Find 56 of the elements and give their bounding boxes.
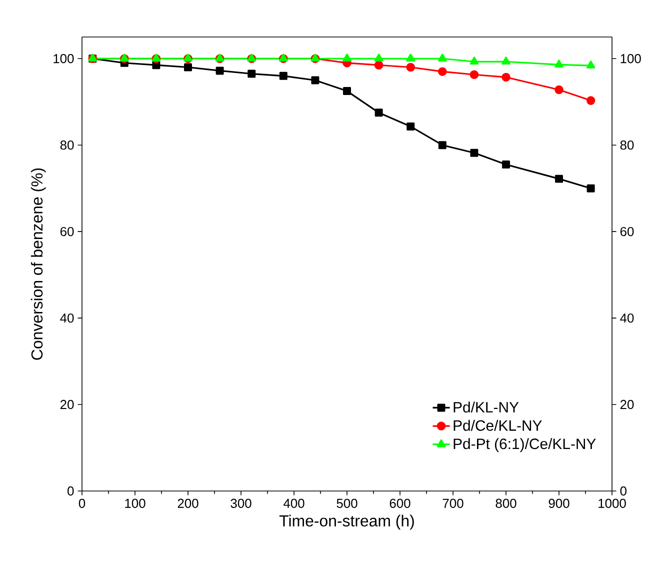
y2-tick-label: 60: [620, 226, 634, 236]
y-tick-label: 20: [60, 400, 74, 410]
point: [374, 60, 384, 70]
point: [343, 87, 351, 96]
point: [502, 56, 510, 65]
y-axis-title: Conversion of benzene (%): [30, 168, 46, 360]
point: [470, 148, 478, 157]
x-tick-label: 200: [178, 498, 198, 508]
y-tick-label: 100: [54, 54, 74, 64]
point: [406, 62, 415, 72]
point: [438, 141, 446, 150]
point: [374, 108, 383, 117]
x-tick-label: 300: [230, 498, 252, 508]
x-tick-label: 900: [548, 498, 570, 508]
point: [374, 54, 384, 62]
y2-tick-label: 40: [620, 313, 634, 323]
y-tick-label: 40: [60, 313, 74, 323]
point: [586, 184, 595, 192]
x-tick-label: 1000: [598, 498, 626, 508]
y2-tick-label: 20: [620, 400, 634, 410]
point: [586, 60, 596, 68]
point: [502, 72, 510, 82]
legend-label: Pd/Ce/KL-NY: [454, 420, 542, 431]
point: [438, 54, 447, 62]
x-tick-label: 100: [125, 498, 146, 508]
x-tick-label: 600: [390, 498, 410, 508]
x-tick-label: 500: [336, 498, 358, 508]
point: [554, 60, 564, 68]
y2-tick-label: 80: [620, 140, 634, 150]
point: [406, 122, 415, 130]
point: [470, 70, 479, 79]
point: [406, 54, 416, 62]
legend-label: Pd/KL-NY: [454, 402, 519, 413]
y-tick-label: 0: [68, 486, 74, 496]
point: [438, 67, 447, 76]
x-tick-label: 800: [496, 498, 516, 508]
x-tick-label: 0: [78, 498, 86, 508]
y2-tick-label: 0: [620, 486, 626, 496]
y-tick-label: 80: [60, 140, 74, 150]
point: [554, 85, 564, 94]
point: [279, 72, 288, 80]
point: [502, 160, 510, 169]
point: [311, 76, 320, 84]
point: [555, 174, 563, 183]
point: [216, 66, 224, 75]
legend-label: Pd-Pt (6:1)/Ce/KL-NY: [454, 438, 596, 452]
x-axis-title: Time-on-stream (h): [279, 514, 414, 530]
point: [470, 56, 479, 65]
point: [586, 96, 596, 105]
x-tick-label: 700: [442, 498, 464, 508]
point: [248, 70, 256, 78]
x-tick-label: 400: [283, 498, 304, 508]
point: [342, 54, 352, 62]
y2-tick-label: 100: [620, 54, 641, 64]
y-tick-label: 60: [60, 226, 74, 236]
point: [184, 63, 192, 72]
